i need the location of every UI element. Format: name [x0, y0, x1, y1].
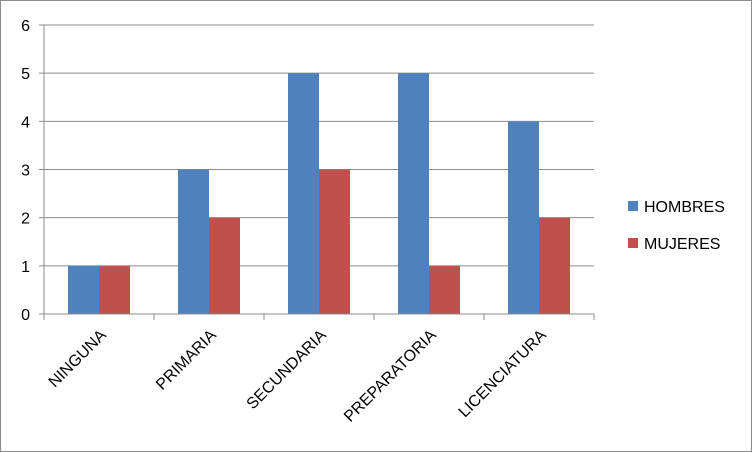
bar-mujeres-ninguna: [99, 265, 130, 314]
legend: HOMBRES MUJERES: [628, 199, 725, 253]
x-tick-label: SECUNDARIA: [244, 327, 330, 413]
y-tick-label: 6: [21, 18, 30, 35]
y-tick-label: 1: [21, 259, 30, 276]
y-tick-label: 4: [21, 114, 30, 131]
x-tick-label: PRIMARIA: [153, 327, 220, 394]
legend-label-mujeres: MUJERES: [644, 236, 720, 253]
y-tick-label: 2: [21, 211, 30, 228]
bar-hombres-ninguna: [68, 265, 99, 314]
bar-hombres-preparatoria: [398, 73, 429, 315]
bars: [68, 73, 570, 315]
bar-hombres-secundaria: [288, 73, 319, 315]
bar-mujeres-secundaria: [319, 169, 350, 314]
bar-mujeres-primaria: [209, 217, 240, 314]
x-tick-label: PREPARATORIA: [341, 327, 440, 426]
bar-mujeres-preparatoria: [429, 265, 460, 314]
y-tick-label: 0: [21, 307, 30, 324]
legend-label-hombres: HOMBRES: [644, 199, 725, 216]
bar-mujeres-licenciatura: [539, 217, 570, 314]
x-tick-label: NINGUNA: [46, 327, 110, 391]
x-tick-label: LICENCIATURA: [456, 327, 550, 421]
legend-swatch-hombres: [628, 201, 638, 211]
legend-swatch-mujeres: [628, 238, 638, 248]
y-tick-label: 3: [21, 163, 30, 180]
y-tick-label: 5: [21, 66, 30, 83]
bar-hombres-licenciatura: [508, 121, 539, 314]
bar-hombres-primaria: [178, 169, 209, 314]
